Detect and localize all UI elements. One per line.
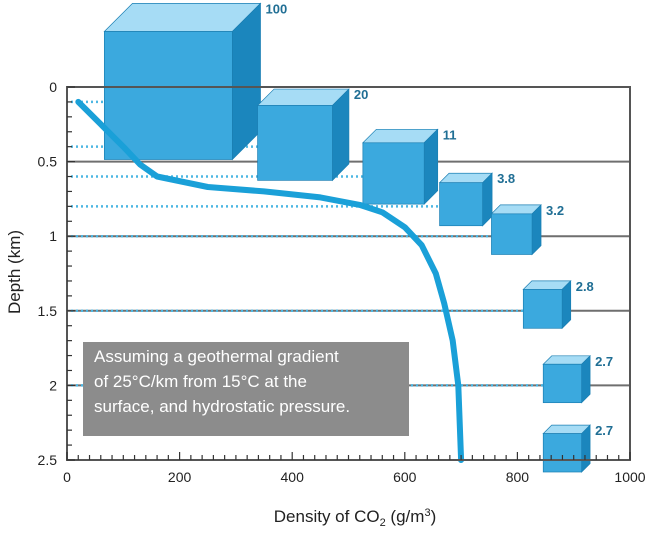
cube-front-3 [439,182,483,227]
x-axis-title: Density of CO2 (g/m3) [274,507,436,529]
cube-label-5: 2.8 [576,279,594,294]
cube-side-5 [561,280,572,330]
annotation-box [83,342,409,436]
cube-group: 100 20 11 3.8 3.2 2.8 2.7 2.7 [103,1,613,473]
y-tick-label-2: 1 [49,228,57,244]
cube-side-4 [531,204,542,256]
cube-label-0: 100 [266,1,288,16]
x-tick-label-2: 400 [281,469,305,485]
y-tick-label-3: 1.5 [38,303,58,319]
cube-7: 2.7 [542,423,613,473]
cube-label-6: 2.7 [595,354,613,369]
cube-label-4: 3.2 [546,203,564,218]
y-tick-label-1: 0.5 [38,154,58,170]
cube-side-1 [332,88,350,182]
cube-2: 11 [362,127,457,205]
cube-side-6 [581,354,591,404]
x-tick-label-3: 600 [393,469,417,485]
y-tick-label-0: 0 [49,79,57,95]
x-axis-title-sup: 3 [424,507,430,519]
cube-3: 3.8 [438,171,515,227]
annotation-line-3: surface, and hydrostatic pressure. [94,397,350,416]
density-curve-group [75,98,465,463]
density-curve [75,98,465,463]
cube-label-1: 20 [354,87,368,102]
x-axis-title-sub: 2 [380,517,386,529]
y-axis-title: Depth (km) [5,230,24,314]
cube-side-3 [482,172,493,227]
cube-4: 3.2 [490,203,564,256]
x-axis-title-unit: (g/m [386,507,425,526]
annotation-box-group: Assuming a geothermal gradient of 25°C/k… [83,342,409,436]
cube-1: 20 [256,87,368,182]
axes: 0 0.5 1 1.5 2 2.5 0 200 400 600 800 1000 [38,79,646,485]
annotation-line-1: Assuming a geothermal gradient [94,347,339,366]
cube-front-2 [362,142,425,205]
x-tick-label-4: 800 [506,469,530,485]
x-tick-label-1: 200 [168,469,192,485]
x-axis-title-main: Density of CO [274,507,380,526]
x-tick-label-0: 0 [63,469,71,485]
cube-0: 100 [103,1,288,161]
cube-6: 2.7 [542,354,613,404]
y-tick-label-4: 2 [49,377,57,393]
annotation-line-2: of 25°C/km from 15°C at the [94,372,307,391]
x-tick-label-5: 1000 [614,469,645,485]
cube-front-6 [542,363,582,404]
cube-side-7 [581,424,591,473]
cube-label-2: 11 [443,127,457,142]
cube-front-5 [522,289,563,329]
cube-side-2 [423,128,439,205]
cube-front-4 [491,213,533,255]
cube-5: 2.8 [522,279,594,330]
cube-front-1 [257,105,333,181]
cube-label-7: 2.7 [595,423,613,438]
y-tick-label-5: 2.5 [38,452,58,468]
cube-label-3: 3.8 [497,171,515,186]
x-axis-title-close: ) [431,507,437,526]
cube-front-0 [103,31,233,160]
cube-front-7 [542,433,582,473]
